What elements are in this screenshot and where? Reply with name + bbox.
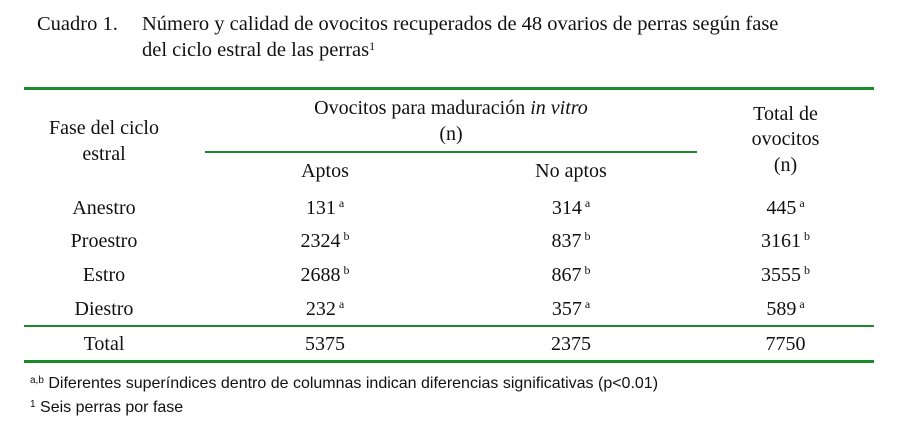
- row-no-aptos: 357 a: [445, 297, 697, 323]
- row-aptos-value: 232: [305, 298, 336, 320]
- footnote-significance: a,b Diferentes superíndices dentro de co…: [30, 374, 658, 394]
- row-total-value: 3161: [761, 230, 801, 252]
- row-no-aptos: 867 b: [445, 263, 697, 289]
- row-aptos-sup: b: [343, 229, 350, 243]
- total-label: Total: [83, 333, 125, 355]
- row-aptos: 232 a: [205, 297, 445, 323]
- footnote-sample-mark: 1: [30, 399, 36, 410]
- row-aptos-value: 2688: [300, 264, 341, 286]
- row-no-aptos: 314 a: [445, 196, 697, 222]
- header-no-aptos: No aptos: [535, 160, 607, 182]
- row-total-sup: b: [804, 229, 810, 243]
- row-no-aptos-value: 314: [551, 197, 582, 219]
- caption-line-1: Cuadro 1. Número y calidad de ovocitos re…: [37, 11, 877, 37]
- row-total: 3161 b: [697, 229, 874, 255]
- row-no-aptos: 837 b: [445, 229, 697, 255]
- total-separator-rule: [24, 325, 874, 327]
- row-no-aptos-sup: b: [584, 263, 591, 277]
- row-no-aptos-value: 357: [551, 298, 582, 320]
- table-caption: Cuadro 1. Número y calidad de ovocitos re…: [37, 11, 877, 63]
- row-aptos-sup: b: [343, 263, 350, 277]
- row-aptos: 2324 b: [205, 229, 445, 255]
- header-fase-line2: estral: [82, 143, 126, 165]
- header-group-prefix: Ovocitos para maduración: [314, 97, 531, 119]
- footnote-significance-text: Diferentes superíndices dentro de column…: [48, 375, 659, 392]
- row-total-value: 3555: [761, 264, 801, 286]
- row-aptos-value: 2324: [300, 230, 341, 252]
- row-aptos-sup: a: [338, 196, 345, 210]
- row-total: 589 a: [697, 297, 874, 323]
- row-total-sup: a: [799, 196, 805, 210]
- caption-text-1: Número y calidad de ovocitos recuperados…: [142, 13, 779, 35]
- row-fase: Proestro: [70, 230, 138, 252]
- row-total-value: 589: [766, 298, 797, 320]
- row-no-aptos-sup: a: [584, 196, 591, 210]
- row-no-aptos-value: 867: [551, 264, 582, 286]
- row-fase: Anestro: [72, 197, 136, 219]
- row-aptos-sup: a: [338, 297, 345, 311]
- caption-line-2: del ciclo estral de las perras1: [37, 37, 877, 63]
- total-total: 7750: [765, 333, 806, 355]
- footnote-significance-mark: a,b: [30, 375, 44, 386]
- row-fase: Estro: [82, 264, 126, 286]
- caption-footnote-mark: 1: [369, 39, 376, 53]
- group-header-rule: [205, 151, 697, 153]
- row-aptos: 2688 b: [205, 263, 445, 289]
- row-no-aptos-sup: a: [584, 297, 591, 311]
- row-no-aptos-sup: b: [584, 229, 591, 243]
- row-total: 445 a: [697, 196, 874, 222]
- row-total-sup: b: [804, 263, 810, 277]
- row-total: 3555 b: [697, 263, 874, 289]
- row-total-value: 445: [766, 197, 797, 219]
- row-total-sup: a: [799, 297, 805, 311]
- caption-text-2: del ciclo estral de las perras: [142, 39, 370, 61]
- table-top-rule: [24, 87, 874, 90]
- header-total-line3: (n): [773, 154, 798, 176]
- table-bottom-rule: [24, 360, 874, 363]
- header-fase-line1: Fase del ciclo: [49, 117, 159, 139]
- header-group-title: Ovocitos para maduración in vitro: [205, 96, 697, 120]
- header-group-italic: in vitro: [530, 97, 588, 119]
- caption-label: Cuadro 1.: [37, 13, 118, 35]
- row-aptos-value: 131: [305, 197, 336, 219]
- row-aptos: 131 a: [205, 196, 445, 222]
- header-total-line2: ovocitos: [751, 128, 820, 150]
- row-fase: Diestro: [74, 298, 134, 320]
- row-no-aptos-value: 837: [551, 230, 582, 252]
- footnote-sample-text: Seis perras por fase: [40, 399, 184, 416]
- header-aptos: Aptos: [301, 160, 349, 182]
- footnote-sample: 1 Seis perras por fase: [30, 398, 183, 418]
- total-no-aptos: 2375: [551, 333, 591, 355]
- header-group-unit: (n): [439, 123, 463, 145]
- header-total-line1: Total de: [753, 103, 818, 125]
- total-aptos: 5375: [305, 333, 345, 355]
